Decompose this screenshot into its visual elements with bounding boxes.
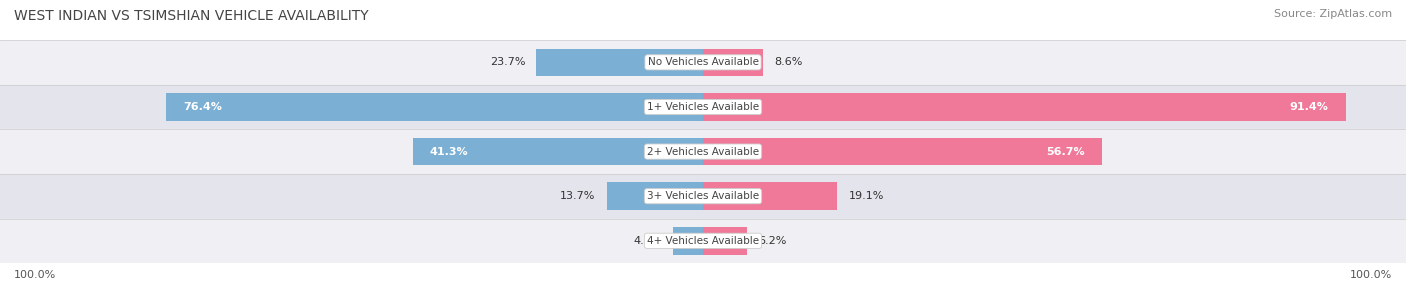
Bar <box>0 40 1406 85</box>
Text: 76.4%: 76.4% <box>183 102 222 112</box>
Text: 2+ Vehicles Available: 2+ Vehicles Available <box>647 147 759 156</box>
Text: 4+ Vehicles Available: 4+ Vehicles Available <box>647 236 759 246</box>
Bar <box>0 85 1406 129</box>
Bar <box>0 219 1406 263</box>
Text: 3+ Vehicles Available: 3+ Vehicles Available <box>647 191 759 201</box>
Text: 8.6%: 8.6% <box>775 57 803 67</box>
Text: 100.0%: 100.0% <box>1350 270 1392 279</box>
Text: 1+ Vehicles Available: 1+ Vehicles Available <box>647 102 759 112</box>
Text: 19.1%: 19.1% <box>849 191 884 201</box>
Bar <box>703 182 837 210</box>
Bar <box>703 138 1102 165</box>
Bar <box>673 227 703 255</box>
Bar <box>166 93 703 121</box>
Bar <box>413 138 703 165</box>
Text: 56.7%: 56.7% <box>1046 147 1084 156</box>
Text: 4.2%: 4.2% <box>634 236 662 246</box>
Text: No Vehicles Available: No Vehicles Available <box>648 57 758 67</box>
Bar <box>0 174 1406 219</box>
Bar <box>0 129 1406 174</box>
Text: 6.2%: 6.2% <box>758 236 786 246</box>
Text: 41.3%: 41.3% <box>430 147 468 156</box>
Text: 13.7%: 13.7% <box>560 191 596 201</box>
Text: Source: ZipAtlas.com: Source: ZipAtlas.com <box>1274 9 1392 19</box>
Text: WEST INDIAN VS TSIMSHIAN VEHICLE AVAILABILITY: WEST INDIAN VS TSIMSHIAN VEHICLE AVAILAB… <box>14 9 368 23</box>
Bar <box>607 182 703 210</box>
Bar <box>537 49 703 76</box>
Text: 91.4%: 91.4% <box>1289 102 1329 112</box>
Text: 23.7%: 23.7% <box>489 57 526 67</box>
Bar <box>703 227 747 255</box>
Text: 100.0%: 100.0% <box>14 270 56 279</box>
Bar <box>703 93 1346 121</box>
Bar <box>703 49 763 76</box>
